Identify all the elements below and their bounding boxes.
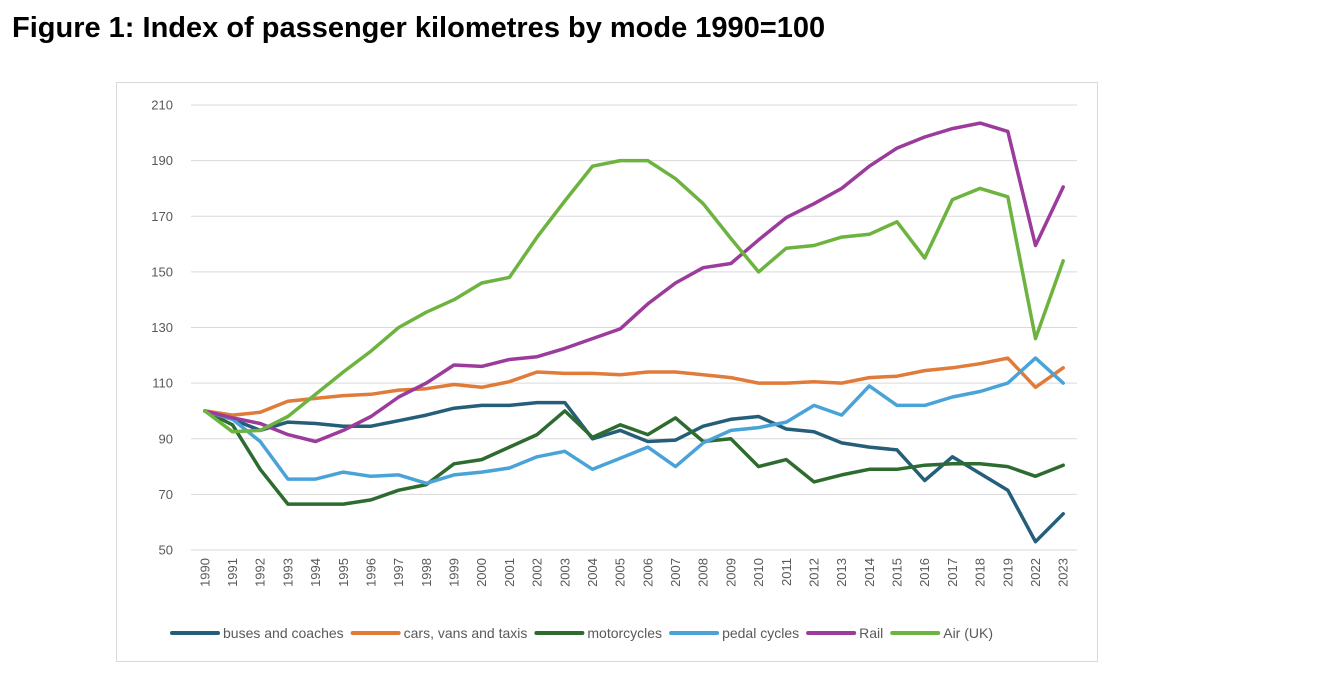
x-tick-label: 2011 <box>779 558 794 586</box>
x-tick-label: 1999 <box>447 558 462 587</box>
x-tick-label: 2014 <box>862 558 877 587</box>
y-tick-label: 70 <box>159 487 173 502</box>
x-tick-label: 2016 <box>917 558 932 587</box>
x-tick-label: 2013 <box>834 558 849 587</box>
x-tick-label: 1996 <box>363 558 378 587</box>
legend-label: pedal cycles <box>722 625 799 641</box>
x-tick-label: 1990 <box>197 558 212 587</box>
x-tick-label: 2002 <box>530 558 545 587</box>
x-tick-label: 2008 <box>696 558 711 587</box>
x-tick-label: 1998 <box>419 558 434 587</box>
y-tick-label: 170 <box>151 209 173 224</box>
x-tick-label: 1992 <box>253 558 268 587</box>
x-tick-label: 2017 <box>945 558 960 587</box>
x-tick-label: 2010 <box>751 558 766 587</box>
y-tick-label: 50 <box>159 543 173 558</box>
x-tick-label: 2003 <box>557 558 572 587</box>
legend-label: Air (UK) <box>943 625 993 641</box>
x-tick-label: 2006 <box>640 558 655 587</box>
series-line-buses-and-coaches <box>203 400 1065 544</box>
x-tick-label: 2001 <box>502 558 517 587</box>
legend-label: cars, vans and taxis <box>404 625 528 641</box>
y-tick-label: 190 <box>151 153 173 168</box>
x-tick-label: 2004 <box>585 558 600 587</box>
legend-label: motorcycles <box>587 625 662 641</box>
x-tick-label: 1994 <box>308 558 323 587</box>
series-lines <box>203 121 1065 544</box>
series-line-motorcycles <box>203 409 1065 506</box>
x-tick-label: 1995 <box>336 558 351 587</box>
x-tick-label: 2023 <box>1056 558 1071 587</box>
x-tick-label: 2018 <box>973 558 988 587</box>
y-tick-label: 150 <box>151 264 173 279</box>
legend-label: buses and coaches <box>223 625 344 641</box>
x-tick-label: 2022 <box>1028 558 1043 587</box>
y-tick-label: 90 <box>159 431 173 446</box>
y-tick-label: 110 <box>152 376 173 391</box>
x-tick-label: 1997 <box>391 558 406 587</box>
x-tick-label: 2012 <box>806 558 821 587</box>
x-tick-label: 2000 <box>474 558 489 587</box>
y-tick-label: 130 <box>151 320 173 335</box>
x-tick-label: 1991 <box>225 558 240 587</box>
x-tick-label: 2015 <box>890 558 905 587</box>
series-line-cars-vans-and-taxis <box>203 356 1065 417</box>
legend-label: Rail <box>859 625 883 641</box>
x-axis-ticks: 1990 1991 1992 1993 1994 1995 1996 1997 1998 1999… <box>197 558 1070 587</box>
series-line-rail <box>203 121 1065 444</box>
y-tick-label: 210 <box>151 98 173 113</box>
series-line-pedal-cycles <box>203 356 1065 486</box>
figure-title: Figure 1: Index of passenger kilometres … <box>12 12 826 44</box>
legend: buses and coaches cars, vans and taxis mot… <box>170 625 993 641</box>
x-tick-label: 2005 <box>613 558 628 587</box>
series-line-air-uk <box>203 158 1065 434</box>
chart-area: 50 70 90 110 130 150 170 190 210 1990 1991 1992 199… <box>116 82 1098 662</box>
gridlines <box>191 104 1077 551</box>
x-tick-label: 2019 <box>1000 558 1015 587</box>
x-tick-label: 2009 <box>723 558 738 587</box>
x-tick-label: 2007 <box>668 558 683 587</box>
y-axis-ticks: 50 70 90 110 130 150 170 190 210 <box>151 98 173 558</box>
x-tick-label: 1993 <box>280 558 295 587</box>
